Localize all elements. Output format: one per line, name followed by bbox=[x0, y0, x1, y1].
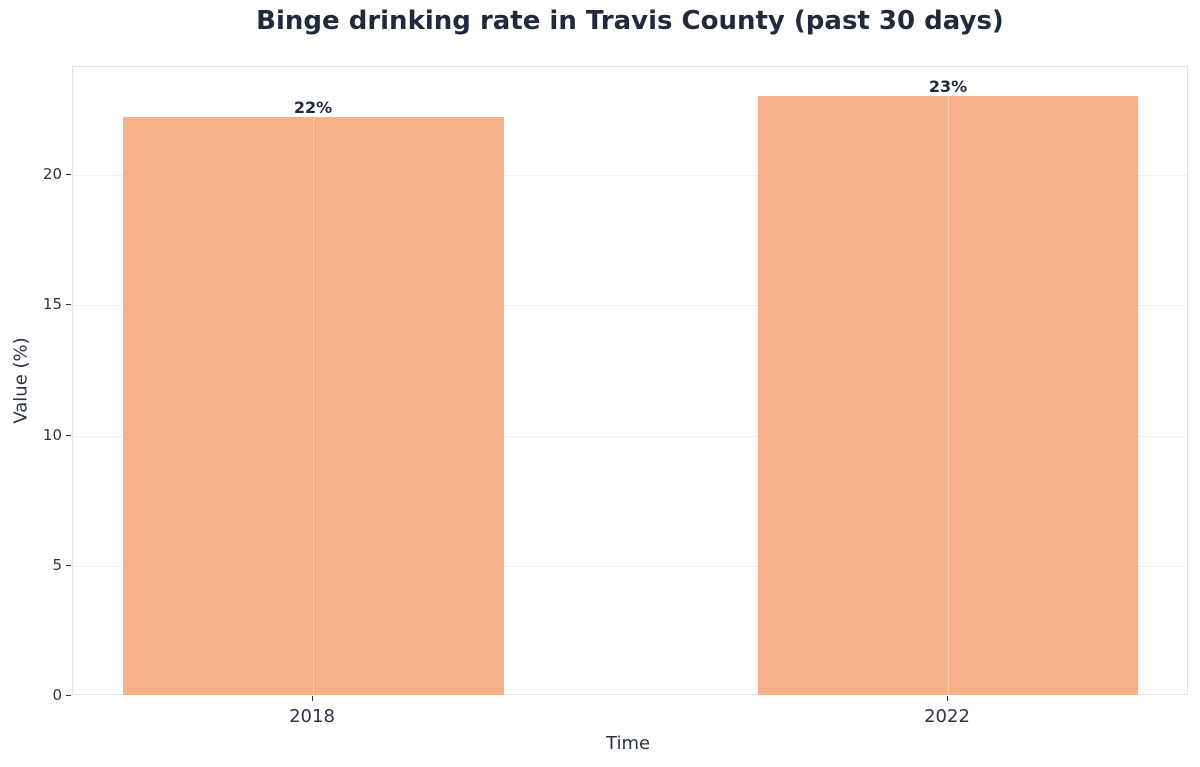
ytick-20: 20 bbox=[42, 165, 62, 183]
bar-2022[interactable] bbox=[758, 96, 1138, 695]
ytick-mark-5 bbox=[66, 565, 71, 566]
plot-area: 22% 23% bbox=[72, 66, 1188, 695]
data-label-2022: 23% bbox=[928, 77, 968, 96]
xtick-2018: 2018 bbox=[289, 706, 335, 727]
ytick-mark-20 bbox=[66, 174, 71, 175]
xtick-mark-2018 bbox=[312, 696, 313, 701]
vgridline-2018 bbox=[313, 67, 314, 694]
xtick-2022: 2022 bbox=[924, 706, 970, 727]
ytick-mark-0 bbox=[66, 695, 71, 696]
ytick-0: 0 bbox=[52, 686, 62, 704]
ytick-5: 5 bbox=[52, 556, 62, 574]
gridline-20 bbox=[73, 175, 1187, 176]
data-label-2018: 22% bbox=[293, 98, 333, 117]
ytick-mark-10 bbox=[66, 435, 71, 436]
vgridline-2022 bbox=[948, 67, 949, 694]
x-axis-label: Time bbox=[606, 733, 651, 754]
ytick-15: 15 bbox=[42, 295, 62, 313]
gridline-10 bbox=[73, 436, 1187, 437]
bar-2018[interactable] bbox=[123, 117, 504, 695]
xtick-mark-2022 bbox=[947, 696, 948, 701]
chart-title: Binge drinking rate in Travis County (pa… bbox=[256, 6, 1004, 36]
y-axis-label: Value (%) bbox=[10, 337, 32, 424]
ytick-mark-15 bbox=[66, 304, 71, 305]
gridline-5 bbox=[73, 566, 1187, 567]
gridline-15 bbox=[73, 305, 1187, 306]
ytick-10: 10 bbox=[42, 426, 62, 444]
